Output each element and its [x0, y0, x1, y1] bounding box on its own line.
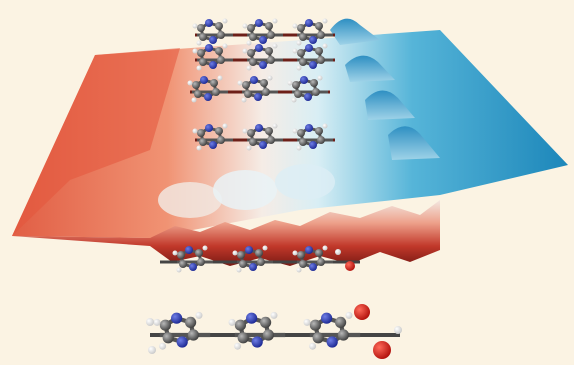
molecule-chain-bottom — [146, 304, 402, 359]
molecule-chain-middle — [160, 244, 360, 274]
potential-surface — [12, 18, 568, 266]
